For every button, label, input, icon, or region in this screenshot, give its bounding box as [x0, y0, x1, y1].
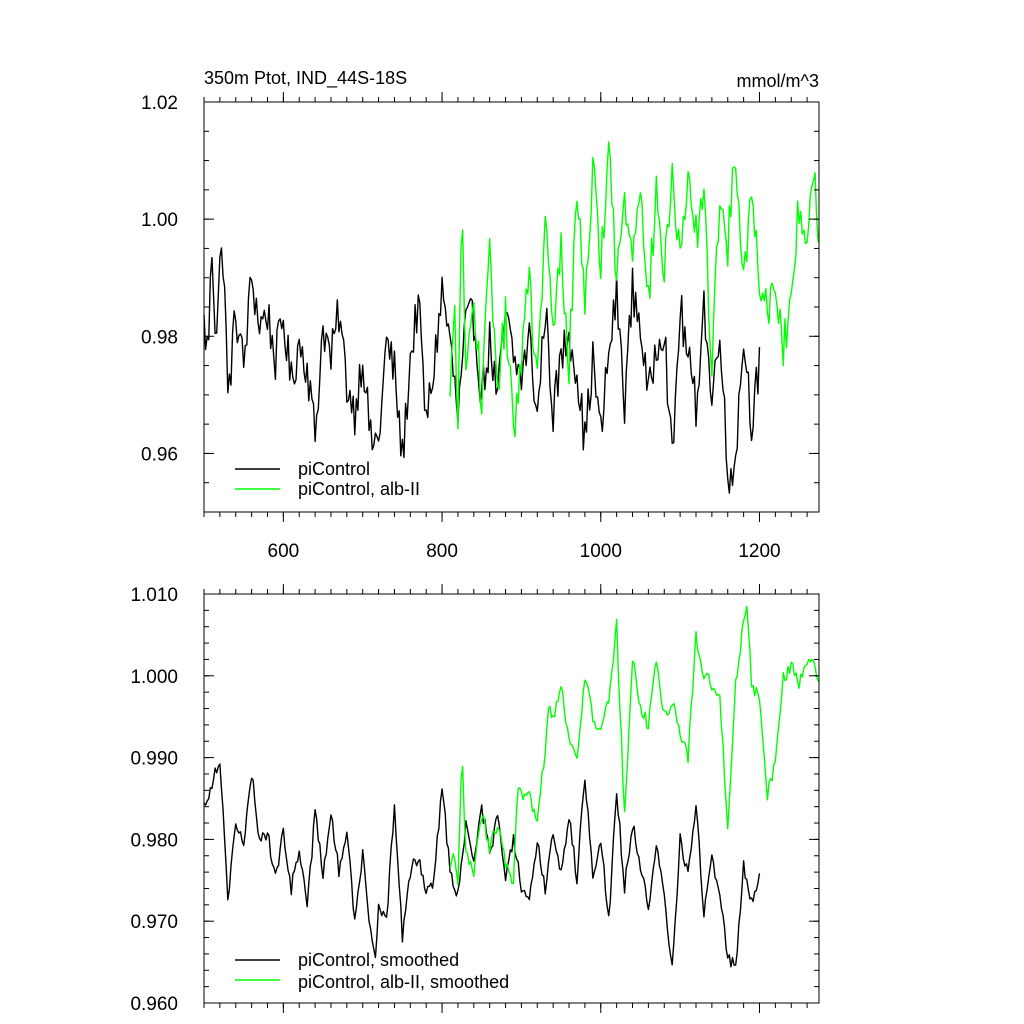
bottom-ytick-label: 1.000 — [130, 667, 178, 688]
bottom-series-line-black — [203, 763, 761, 968]
bottom-series-group — [203, 605, 819, 968]
top-ticks-group: 0.96 0.98 1.00 1.02 600 800 1000 1200 — [141, 92, 819, 562]
bottom-ytick-label: 0.980 — [130, 830, 178, 851]
top-legend-label-green: piControl, alb-II — [298, 479, 420, 499]
bottom-legend-label-green: piControl, alb-II, smoothed — [298, 972, 509, 992]
top-series-line-green — [449, 141, 819, 438]
bottom-ytick-label: 0.990 — [130, 749, 178, 770]
top-ytick-label: 0.96 — [141, 444, 178, 465]
chart-title: 350m Ptot, IND_44S-18S — [204, 68, 407, 89]
top-ytick-label: 1.00 — [141, 210, 178, 231]
bottom-legend-label-black: piControl, smoothed — [298, 950, 459, 970]
top-panel: 350m Ptot, IND_44S-18S mmol/m^3 0.96 0.98… — [141, 68, 820, 562]
top-series-line-black — [203, 247, 761, 494]
bottom-series-line-green — [449, 605, 819, 886]
bottom-ytick-label: 1.010 — [130, 585, 178, 606]
top-ytick-label: 0.98 — [141, 327, 178, 348]
top-plot-frame — [203, 101, 820, 513]
top-legend: piControl piControl, alb-II — [235, 459, 420, 499]
top-xtick-label: 800 — [426, 541, 458, 562]
units-label: mmol/m^3 — [737, 71, 819, 91]
top-legend-label-black: piControl — [298, 459, 370, 479]
bottom-ytick-label: 0.970 — [130, 912, 178, 933]
bottom-ticks-group: 0.960 0.970 0.980 0.990 1.000 1.010 — [130, 584, 819, 1015]
top-xtick-label: 1200 — [738, 541, 780, 562]
bottom-ytick-label: 0.960 — [130, 994, 178, 1015]
bottom-panel: 0.960 0.970 0.980 0.990 1.000 1.010 piControl… — [130, 584, 820, 1015]
top-series-group — [203, 141, 819, 494]
top-ytick-label: 1.02 — [141, 93, 178, 114]
bottom-legend: piControl, smoothed piControl, alb-II, s… — [235, 950, 509, 992]
top-xtick-label: 600 — [268, 541, 300, 562]
top-xtick-label: 1000 — [580, 541, 622, 562]
bottom-plot-frame — [203, 593, 820, 1004]
